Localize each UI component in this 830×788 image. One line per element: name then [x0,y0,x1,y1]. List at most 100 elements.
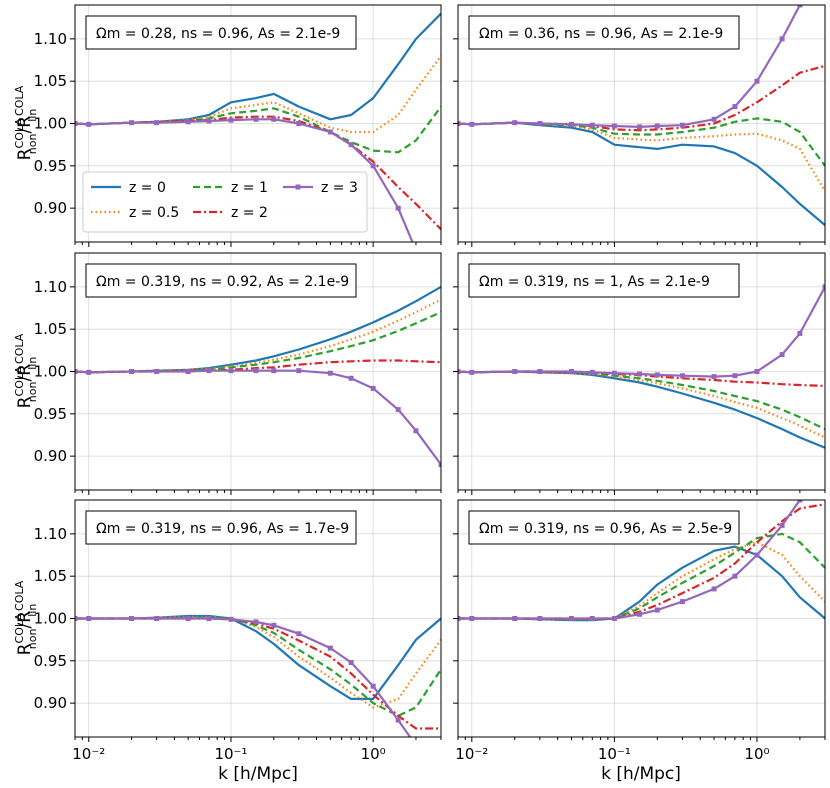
series-marker [779,522,785,528]
y-tick-label: 0.95 [34,157,67,175]
series-marker [654,123,660,129]
x-axis-label-left: k [h/Mpc] [218,764,298,784]
x-tick-label: 10⁻² [455,745,488,763]
series-marker [568,616,574,621]
series-marker [86,369,92,375]
series-line-1 [458,121,825,192]
panel-annotation-text: Ωm = 0.28, ns = 0.96, As = 2.1e-9 [96,26,340,42]
series-marker [458,616,461,621]
series-marker [413,248,418,253]
panel-annotation: Ωm = 0.28, ns = 0.96, As = 2.1e-9 [85,15,357,50]
series-marker [327,370,333,376]
legend-label: z = 0.5 [129,205,179,221]
series-line-2 [75,105,441,154]
x-tick-label: 10⁻¹ [598,745,631,763]
series-marker [637,611,643,617]
axis-labels-layer: k [h/Mpc] k [h/Mpc] RCOLAnon/RCOLAlin RC… [13,85,681,784]
series-marker [228,117,234,123]
series-marker [296,368,302,374]
series-line-1 [75,615,441,709]
series-marker [732,573,738,579]
series-marker [413,428,419,434]
series-marker [154,369,160,374]
series-marker [348,142,354,148]
panel-annotation-text: Ωm = 0.319, ns = 0.96, As = 2.5e-9 [479,521,732,537]
series-marker [537,369,543,374]
panel-annotation: Ωm = 0.319, ns = 0.92, As = 2.1e-9 [85,263,357,298]
axes-frame [74,4,442,243]
series-line-4 [75,118,414,242]
panel-5: 10⁻² 10⁻¹ 10⁰ 0.90 0.95 1.00 1.05 1.10 Ωm = 0.31… [34,499,442,763]
series-marker [679,122,685,128]
panels-layer: 0.90 0.95 1.00 1.05 1.10 Ωm = 0.28, ns = 0.96… [34,4,826,763]
series-marker [228,368,234,374]
series-marker [395,717,401,723]
y-tick-label: 1.10 [34,278,67,296]
series-marker [589,122,595,128]
series-marker [469,121,475,127]
y-tick-label: 1.10 [34,30,67,48]
series-marker [568,121,574,127]
series-group [458,284,825,449]
series-marker [512,616,518,621]
series-marker [206,118,212,124]
y-tick-label: 1.05 [34,72,67,90]
series-marker [732,373,738,379]
legend-label: z = 0 [129,180,166,196]
series-marker [86,616,92,621]
svg-text:RCOLAnon/RCOLAlin: RCOLAnon/RCOLAlin [13,580,39,655]
axes-frame [457,252,826,491]
series-marker [370,163,376,169]
series-marker [154,120,160,126]
series-marker [797,5,803,8]
series-line-1 [458,370,825,439]
y-tick-label: 1.05 [34,567,67,585]
series-marker [395,205,401,211]
series-marker [129,616,135,621]
series-marker [185,119,191,125]
series-marker [711,586,717,592]
series-line-4 [75,617,412,737]
svg-text:RCOLAnon/RCOLAlin: RCOLAnon/RCOLAlin [13,85,39,160]
panel-annotation-text: Ωm = 0.36, ns = 0.96, As = 2.1e-9 [479,26,723,42]
panel-annotation: Ωm = 0.319, ns = 0.96, As = 1.7e-9 [85,510,357,545]
series-marker [568,369,574,374]
series-marker [206,368,212,374]
series-line-2 [458,370,825,431]
series-marker [271,368,277,374]
axes-frame [457,499,826,738]
panel-annotation-text: Ωm = 0.319, ns = 0.96, As = 1.7e-9 [96,521,349,537]
y-tick-label: 1.00 [34,610,67,628]
series-marker [797,330,803,336]
series-marker [395,407,401,413]
series-marker [711,116,717,122]
series-group [75,614,441,737]
series-marker [754,369,760,374]
x-tick-label: 10⁻¹ [214,745,247,763]
series-marker [611,616,617,621]
series-marker [206,616,212,621]
series-marker [754,78,760,84]
series-marker [86,121,92,127]
series-marker [370,385,376,391]
y-tick-label: 0.90 [34,694,67,712]
y-tick-label: 1.05 [34,320,67,338]
series-marker [679,599,685,605]
series-marker [271,116,277,122]
y-tick-label: 1.10 [34,525,67,543]
series-marker [75,369,78,374]
series-marker [469,616,475,621]
series-group [458,500,825,622]
series-marker [185,369,191,374]
series-marker [654,372,660,378]
x-tick-label: 10⁰ [744,745,769,763]
series-marker [469,369,475,375]
panel-4: Ωm = 0.319, ns = 1, As = 2.1e-9 [453,252,826,495]
series-marker [679,373,685,379]
series-marker [822,284,825,290]
y-axis-label-top: RCOLAnon/RCOLAlin [13,85,39,160]
panel-annotation-text: Ωm = 0.319, ns = 0.92, As = 2.1e-9 [96,274,349,290]
series-marker [348,660,354,666]
panel-annotation: Ωm = 0.319, ns = 0.96, As = 2.5e-9 [468,510,740,545]
